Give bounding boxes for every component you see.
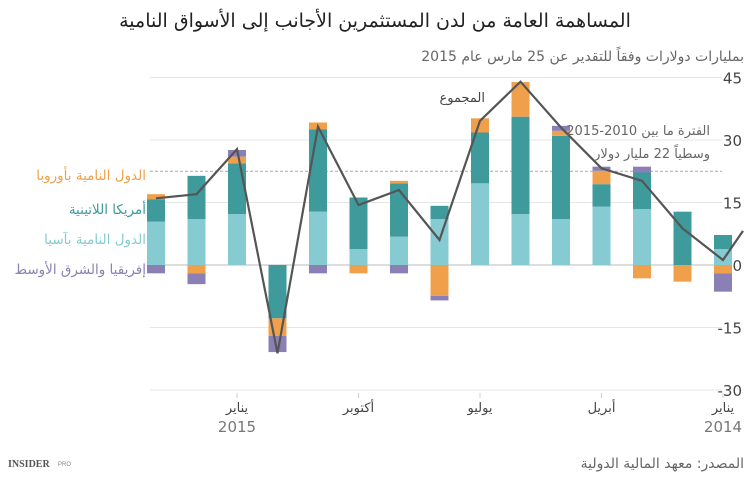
brand-logo-suffix: PRO: [58, 462, 71, 468]
bar-segment: [511, 214, 530, 265]
brand-logo: INSIDER: [8, 459, 50, 470]
total-line: [155, 80, 744, 354]
bar-segment: [592, 170, 611, 185]
x-tick-year: 2015: [218, 418, 256, 436]
chart-title: المساهمة العامة من لدن المستثمرين الأجان…: [119, 9, 631, 33]
bar-segment: [187, 273, 206, 285]
bar-segment: [349, 197, 368, 250]
bar-segment: [673, 265, 692, 282]
bar-segment: [714, 265, 732, 274]
y-tick-label: 30: [723, 132, 742, 150]
bar-segment: [592, 206, 611, 265]
y-tick-label: 15: [723, 195, 742, 213]
x-tick-label: يوليو: [467, 401, 493, 416]
bar-segment: [552, 219, 570, 265]
reference-label-line1: الفترة ما بين 2010-2015: [566, 124, 710, 139]
legend-item: إفريقيا والشرق الأوسط: [15, 261, 146, 278]
bar-segment: [714, 235, 732, 250]
bar-segment: [390, 265, 408, 274]
bar-segment: [633, 209, 651, 265]
bar-segment: [430, 295, 449, 301]
bar-segment: [228, 156, 246, 164]
bar-segment: [430, 205, 449, 220]
bar-segment: [268, 265, 287, 319]
bar-segment: [390, 236, 408, 265]
bar-segment: [147, 265, 165, 274]
bar-segment: [228, 163, 246, 215]
y-tick-label: -15: [718, 320, 743, 338]
bar-segment: [147, 221, 165, 265]
bar-segment: [471, 132, 489, 184]
bar-segment: [471, 118, 489, 133]
legend-item: الدول النامية بآسيا: [44, 231, 146, 248]
chart-subtitle: بمليارات دولارات وفقاً للتقدير عن 25 مار…: [421, 46, 744, 65]
bar-segment: [147, 194, 165, 200]
bar-segment: [430, 265, 449, 296]
bar-segment: [309, 129, 327, 212]
x-tick-label: يناير: [711, 401, 735, 416]
bar-segment: [511, 82, 530, 117]
source-text: المصدر: معهد المالية الدولية: [581, 456, 744, 472]
y-tick-label: -30: [718, 382, 743, 400]
bar-segment: [349, 249, 368, 265]
x-tick-label: أبريل: [588, 399, 616, 416]
bar-segment: [187, 219, 206, 265]
legend-item: أمريكا اللاتينية: [69, 200, 146, 218]
x-tick-label: أكتوبر: [342, 399, 374, 416]
bar-segment: [633, 166, 651, 173]
bar-segment: [633, 172, 651, 210]
legend-item: الدول النامية بأوروبا: [36, 166, 146, 184]
y-tick-label: 45: [723, 70, 742, 88]
bar-segment: [309, 265, 327, 274]
x-tick-year: 2014: [704, 418, 742, 436]
bar-segment: [187, 175, 206, 220]
bar-segment: [430, 219, 449, 265]
bar-segment: [592, 184, 611, 207]
reference-label-line2: وسطياً 22 مليار دولار: [593, 144, 710, 162]
x-tick-label: يناير: [225, 401, 249, 416]
bar-segment: [349, 265, 368, 274]
bar-segment: [390, 180, 408, 184]
bar-segment: [187, 265, 206, 274]
y-tick-label: 0: [732, 257, 742, 275]
bar-segment: [268, 335, 287, 353]
bar-segment: [714, 273, 732, 292]
bar-segment: [673, 211, 692, 265]
bar-segment: [147, 199, 165, 222]
total-line-label: المجموع: [440, 91, 485, 106]
bar-segment: [309, 211, 327, 265]
bar-segment: [552, 135, 570, 220]
bar-segment: [511, 116, 530, 215]
bar-segment: [228, 214, 246, 265]
bar-segment: [471, 183, 489, 265]
bar-segment: [633, 265, 651, 279]
bar-segment: [552, 130, 570, 136]
